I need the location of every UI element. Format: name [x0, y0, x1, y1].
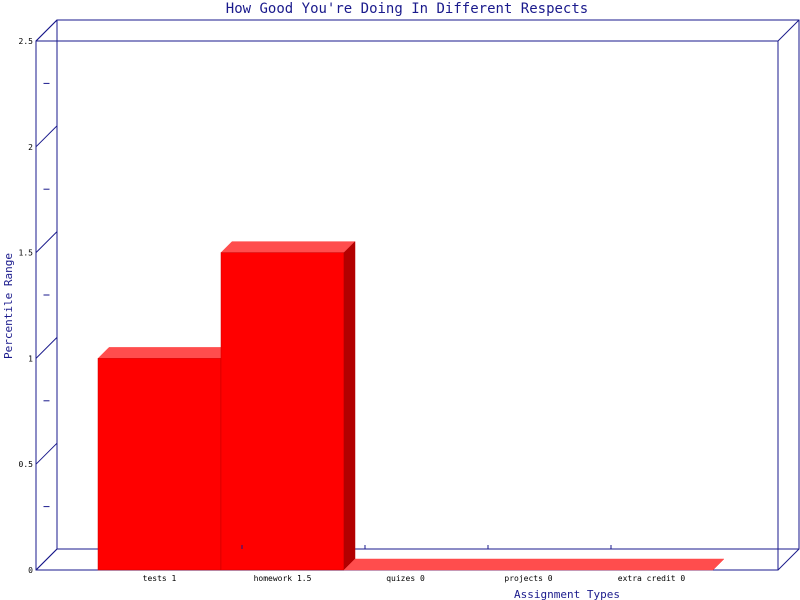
- y-tick-label: 0.5: [19, 460, 34, 469]
- y-axis-ticks: 0 0.5 1 1.5 2 2.5: [19, 19, 58, 575]
- bar: [466, 558, 602, 571]
- x-tick-label: projects 0: [504, 574, 552, 583]
- bar-top: [220, 241, 356, 253]
- y-tick: [35, 442, 58, 465]
- chart-title: How Good You're Doing In Different Respe…: [226, 1, 588, 17]
- bar: [97, 346, 233, 571]
- x-tick-label: quizes 0: [386, 574, 425, 583]
- y-tick: [35, 337, 58, 359]
- x-axis-label: Assignment Types: [514, 588, 620, 600]
- x-tick-label: homework 1.5: [254, 574, 312, 583]
- frame-edge: [777, 548, 800, 571]
- frame-edge: [777, 19, 800, 42]
- bar-front: [97, 358, 222, 571]
- y-tick-label: 0: [28, 566, 33, 575]
- bar: [220, 240, 356, 571]
- y-tick: [35, 125, 58, 148]
- y-tick-label: 2: [28, 143, 33, 152]
- bar: [343, 558, 479, 571]
- bar-side: [343, 240, 356, 571]
- frame-back: [56, 19, 800, 550]
- bar-top: [466, 558, 602, 571]
- bar: [589, 558, 725, 571]
- bar-top: [589, 558, 725, 571]
- y-tick: [35, 548, 58, 571]
- x-axis-labels: tests 1 homework 1.5 quizes 0 projects 0 ext…: [143, 545, 686, 583]
- bar-front: [220, 252, 345, 571]
- y-axis-label: Percentile Range: [2, 253, 15, 359]
- x-tick-label: tests 1: [143, 574, 177, 583]
- bar-top: [97, 347, 233, 359]
- y-tick-label: 2.5: [19, 37, 34, 46]
- bar-top: [343, 558, 479, 571]
- bars: [97, 240, 725, 571]
- y-tick-label: 1: [28, 354, 33, 363]
- y-tick-label: 1.5: [19, 249, 34, 258]
- y-tick: [35, 231, 58, 253]
- y-tick: [35, 19, 58, 42]
- x-tick-label: extra credit 0: [618, 574, 686, 583]
